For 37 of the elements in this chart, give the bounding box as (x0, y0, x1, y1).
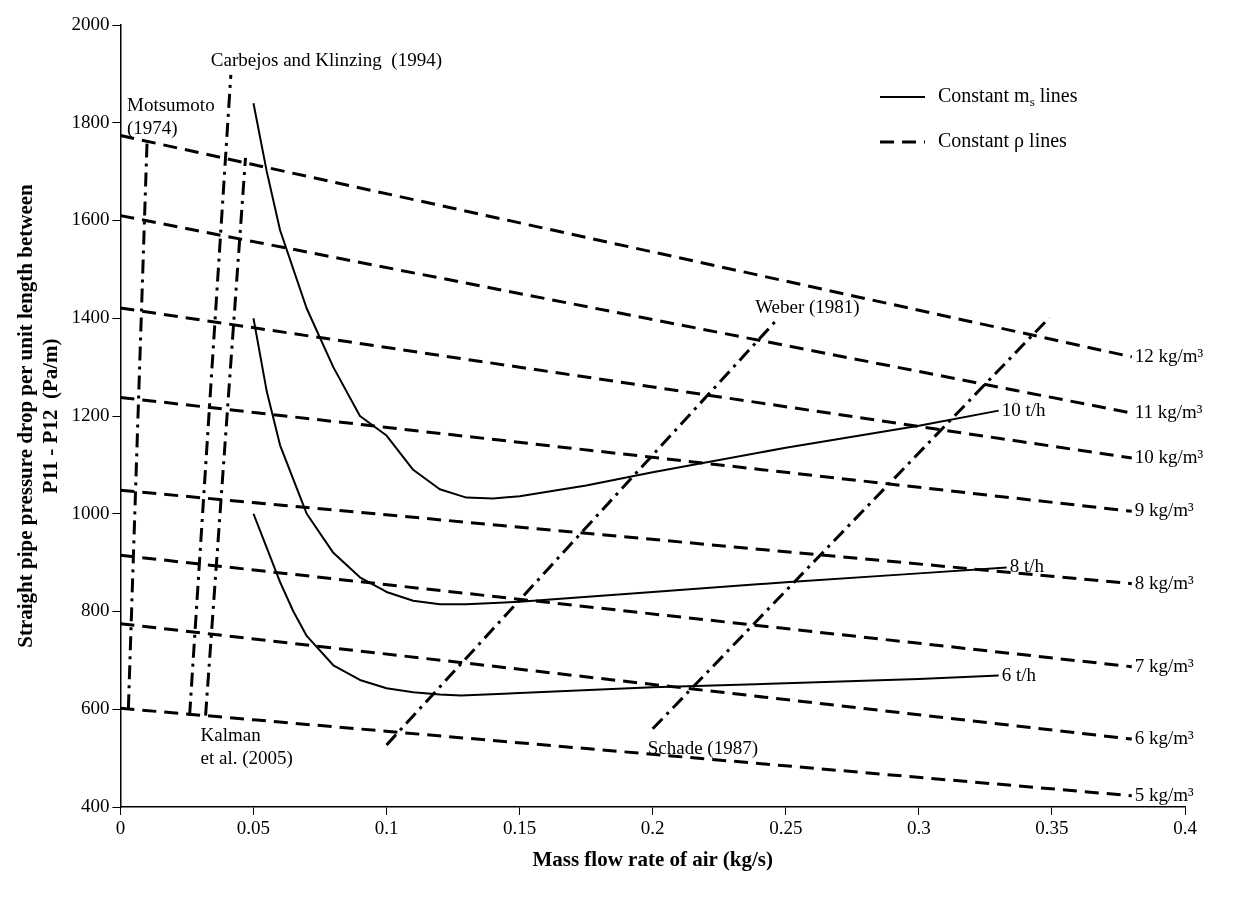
annotation: 10 t/h (1001, 398, 1046, 420)
annotation: 5 kg/m³ (1134, 783, 1195, 805)
y-tick-label: 800 (80, 599, 110, 621)
annotation: 6 kg/m³ (1134, 727, 1195, 749)
annotation: Weber (1981) (755, 295, 860, 318)
annotation: Carbejos and Klinzing (1994) (210, 48, 442, 71)
y-tick-label: 1400 (71, 306, 110, 328)
annotation: Schade (1987) (647, 736, 758, 759)
x-axis-title: Mass flow rate of air (kg/s) (532, 846, 773, 871)
annotation: 8 t/h (1009, 555, 1045, 577)
x-tick-label: 0.4 (1173, 817, 1198, 839)
x-tick-label: 0.05 (236, 817, 271, 839)
x-tick-label: 0.1 (374, 817, 399, 839)
y-axis-title: Straight pipe pressure drop per unit length between P11 - P12 (Pa/m) (13, 183, 63, 648)
annotation: 10 kg/m³ (1134, 446, 1204, 468)
x-tick-label: 0.15 (503, 817, 537, 839)
annotation: 7 kg/m³ (1134, 654, 1195, 676)
x-tick-label: 0.25 (769, 817, 803, 839)
annotation: 8 kg/m³ (1134, 571, 1195, 593)
x-tick-label: 0 (115, 817, 126, 839)
annotation: 11 kg/m³ (1134, 401, 1203, 423)
annotation: Motsumoto (1974) (127, 93, 215, 139)
y-tick-label: 1000 (71, 501, 110, 523)
annotation: Kalman et al. (2005) (200, 723, 293, 769)
x-tick-label: 0.3 (906, 817, 931, 839)
annotation: 6 t/h (1001, 663, 1037, 685)
y-tick-label: 600 (80, 697, 110, 719)
annotation: 12 kg/m³ (1134, 344, 1204, 366)
y-tick-label: 1200 (71, 403, 110, 425)
x-tick-label: 0.35 (1035, 817, 1069, 839)
y-tick-label: 2000 (71, 12, 110, 34)
x-tick-label: 0.2 (640, 817, 665, 839)
y-tick-label: 1600 (71, 208, 110, 230)
legend-label: Constant ρ lines (938, 129, 1068, 153)
annotation: 9 kg/m³ (1134, 499, 1195, 521)
y-tick-label: 1800 (71, 110, 110, 132)
y-tick-label: 400 (80, 794, 110, 816)
